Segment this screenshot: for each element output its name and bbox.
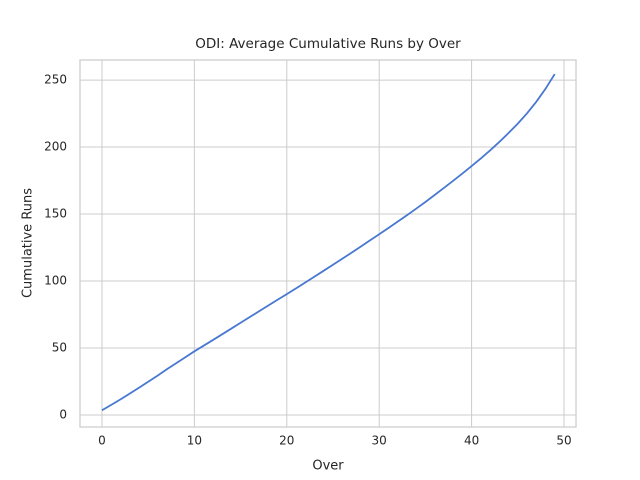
data-line: [101, 73, 556, 412]
x-tick-label: 50: [556, 434, 571, 448]
x-tick-label: 10: [187, 434, 202, 448]
y-tick-label: 250: [44, 73, 67, 87]
y-tick-label: 50: [52, 340, 67, 354]
x-tick-label: 30: [372, 434, 387, 448]
chart-title: ODI: Average Cumulative Runs by Over: [195, 36, 461, 52]
y-tick-label: 200: [44, 140, 67, 154]
x-axis-label: Over: [312, 459, 344, 474]
x-tick-label: 40: [464, 434, 479, 448]
y-tick-label: 100: [44, 274, 67, 288]
plot-frame: [79, 59, 577, 428]
y-tick-label: 0: [59, 407, 67, 421]
y-tick-label: 150: [44, 207, 67, 221]
x-tick-label: 0: [98, 434, 106, 448]
y-axis-label: Cumulative Runs: [21, 188, 36, 298]
x-tick-label: 20: [279, 434, 294, 448]
